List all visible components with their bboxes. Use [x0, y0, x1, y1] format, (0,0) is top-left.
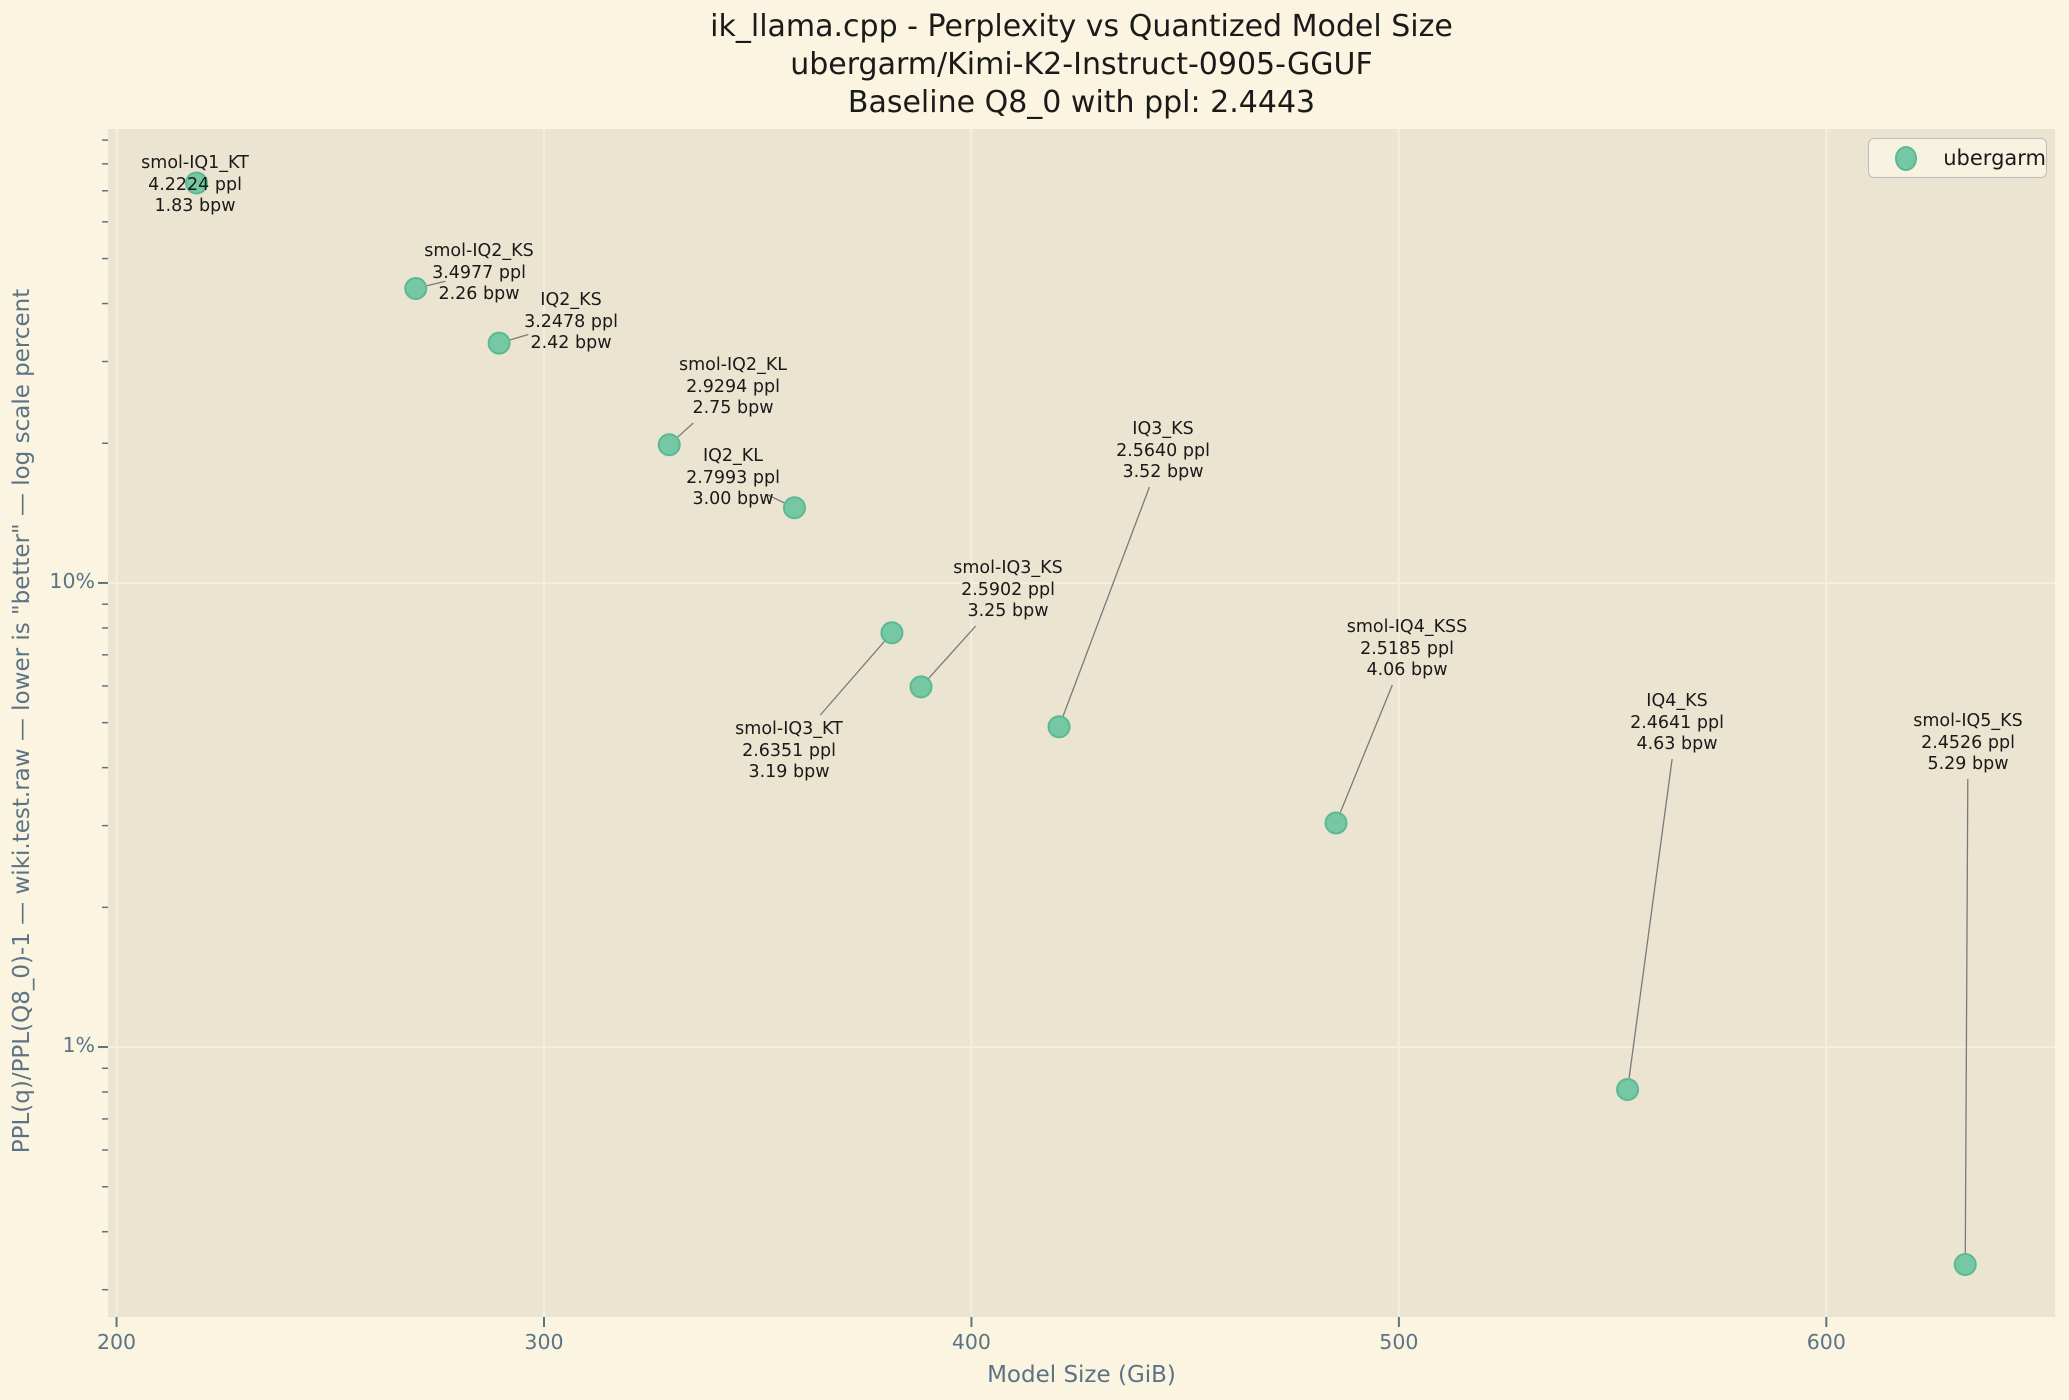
annotation-line: 5.29 bpw [1927, 754, 2009, 774]
annotation-line: 2.75 bpw [692, 398, 774, 418]
annotation-leader-line [1964, 778, 1969, 1253]
chart-title-line1: ik_llama.cpp - Perplexity vs Quantized M… [710, 9, 1453, 44]
annotation-line: 4.63 bpw [1636, 734, 1718, 754]
annotation-line: 2.4526 ppl [1921, 732, 2015, 753]
legend-series-label: ubergarm [1943, 146, 2046, 170]
point-annotation: IQ2_KL 2.7993 ppl 3.00 bpw [623, 446, 843, 511]
annotation-line: 3.19 bpw [748, 762, 830, 782]
data-point [184, 171, 208, 195]
annotation-line: 2.42 bpw [530, 333, 612, 353]
annotation-line: IQ4_KS [1646, 691, 1708, 711]
chart-title-line2: ubergarm/Kimi-K2-Instruct-0905-GGUF [790, 47, 1373, 82]
annotation-leader-line [928, 625, 977, 679]
annotation-leader-line [1628, 758, 1673, 1079]
annotation-line: 3.52 bpw [1122, 462, 1204, 482]
annotation-line: 2.9294 ppl [686, 376, 780, 397]
annotation-line: 2.5902 ppl [961, 579, 1055, 600]
annotation-line: 2.7993 ppl [686, 467, 780, 488]
point-annotation: smol-IQ3_KS 2.5902 ppl 3.25 bpw [898, 558, 1118, 623]
y-axis-label: PPL(q)/PPL(Q8_0)-1 — wiki.test.raw — low… [9, 288, 35, 1154]
annotation-line: smol-IQ5_KS [1913, 711, 2023, 731]
annotation-line: smol-IQ2_KL [678, 355, 788, 375]
point-annotation: IQ4_KS 2.4641 ppl 4.63 bpw [1567, 691, 1787, 756]
annotation-line: smol-IQ3_KS [953, 558, 1063, 578]
legend: ubergarm [1868, 138, 2047, 178]
annotation-line: 2.6351 ppl [742, 740, 836, 761]
annotation-line: 2.26 bpw [438, 284, 520, 304]
annotation-line: 4.2224 ppl [148, 174, 242, 195]
point-annotation: smol-IQ5_KS 2.4526 ppl 5.29 bpw [1858, 711, 2069, 776]
annotation-line: IQ3_KS [1132, 419, 1194, 439]
point-annotation: smol-IQ3_KT 2.6351 ppl 3.19 bpw [679, 719, 899, 784]
y-tick-label: 10% [49, 568, 95, 593]
chart-title-line3: Baseline Q8_0 with ppl: 2.4443 [847, 85, 1316, 120]
annotation-line: 3.2478 ppl [524, 311, 618, 332]
data-point [657, 433, 681, 457]
x-tick-label: 300 [524, 1330, 564, 1354]
point-annotation: IQ2_KS 3.2478 ppl 2.42 bpw [461, 290, 681, 355]
annotation-line: smol-IQ1_KT [141, 153, 249, 173]
data-point [487, 331, 511, 355]
annotation-line: 2.5185 ppl [1360, 638, 1454, 659]
annotation-leader-line [766, 493, 785, 504]
annotation-line: IQ2_KS [540, 290, 602, 310]
data-point [909, 675, 933, 699]
data-point [880, 621, 904, 645]
annotation-line: smol-IQ4_KSS [1346, 617, 1468, 637]
data-point [782, 496, 806, 520]
legend-series-marker-icon [1895, 145, 1918, 171]
x-axis-label: Model Size (GiB) [987, 1362, 1176, 1388]
annotation-line: 1.83 bpw [154, 196, 236, 216]
point-annotation: smol-IQ2_KS 3.4977 ppl 2.26 bpw [369, 241, 589, 306]
data-point [1616, 1078, 1640, 1102]
annotation-leader-line [677, 422, 694, 438]
point-annotation: smol-IQ1_KT 4.2224 ppl 1.83 bpw [85, 153, 305, 218]
annotation-line: smol-IQ2_KS [424, 241, 534, 261]
data-point [1324, 811, 1348, 835]
annotation-leader-line [819, 641, 885, 716]
annotation-line: 3.4977 ppl [432, 262, 526, 283]
annotation-leader-line [426, 280, 446, 287]
annotation-leader-line [1339, 684, 1393, 813]
annotation-line: smol-IQ3_KT [735, 719, 843, 739]
point-annotation: IQ3_KS 2.5640 ppl 3.52 bpw [1053, 419, 1273, 484]
x-tick-label: 200 [96, 1330, 137, 1354]
data-point [1047, 715, 1071, 739]
annotation-line: 2.4641 ppl [1630, 712, 1724, 733]
annotation-leader-line [1062, 486, 1151, 717]
annotation-line: 3.25 bpw [967, 601, 1049, 621]
plot-area [108, 129, 2055, 1317]
annotation-line: IQ2_KL [702, 446, 764, 466]
data-point [404, 277, 428, 301]
point-annotation: smol-IQ4_KSS 2.5185 ppl 4.06 bpw [1297, 617, 1517, 682]
annotation-line: 4.06 bpw [1366, 660, 1448, 680]
x-tick-label: 600 [1806, 1330, 1846, 1354]
y-tick-label: 1% [62, 1033, 95, 1058]
x-tick-label: 400 [951, 1330, 991, 1354]
annotation-leader-line [509, 333, 529, 341]
x-tick-label: 500 [1379, 1330, 1419, 1354]
annotation-line: 2.5640 ppl [1116, 440, 1210, 461]
data-point [1953, 1252, 1977, 1276]
chart-title: ik_llama.cpp - Perplexity vs Quantized M… [108, 8, 2055, 122]
annotation-line: 3.00 bpw [692, 489, 774, 509]
point-annotation: smol-IQ2_KL 2.9294 ppl 2.75 bpw [623, 355, 843, 420]
